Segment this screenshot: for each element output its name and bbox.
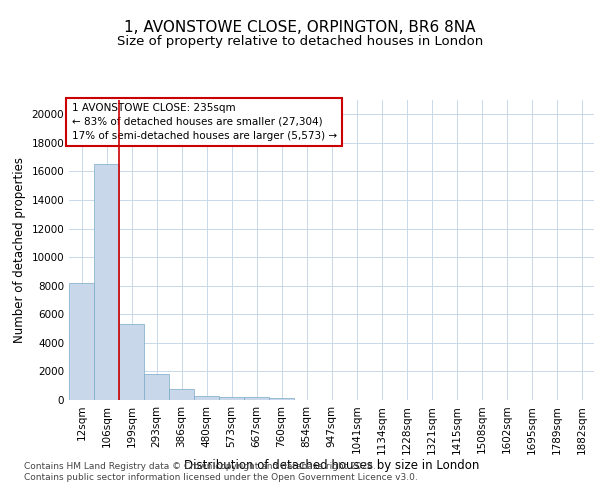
Bar xyxy=(169,388,194,400)
Bar xyxy=(94,164,119,400)
Bar xyxy=(69,283,94,400)
Bar xyxy=(144,374,169,400)
Text: Size of property relative to detached houses in London: Size of property relative to detached ho… xyxy=(117,34,483,48)
X-axis label: Distribution of detached houses by size in London: Distribution of detached houses by size … xyxy=(184,459,479,472)
Bar xyxy=(119,324,144,400)
Bar xyxy=(269,398,294,400)
Bar xyxy=(244,397,269,400)
Text: Contains HM Land Registry data © Crown copyright and database right 2024.
Contai: Contains HM Land Registry data © Crown c… xyxy=(24,462,418,482)
Bar xyxy=(194,396,219,400)
Text: 1 AVONSTOWE CLOSE: 235sqm
← 83% of detached houses are smaller (27,304)
17% of s: 1 AVONSTOWE CLOSE: 235sqm ← 83% of detac… xyxy=(71,103,337,141)
Y-axis label: Number of detached properties: Number of detached properties xyxy=(13,157,26,343)
Bar xyxy=(219,397,244,400)
Text: 1, AVONSTOWE CLOSE, ORPINGTON, BR6 8NA: 1, AVONSTOWE CLOSE, ORPINGTON, BR6 8NA xyxy=(124,20,476,35)
